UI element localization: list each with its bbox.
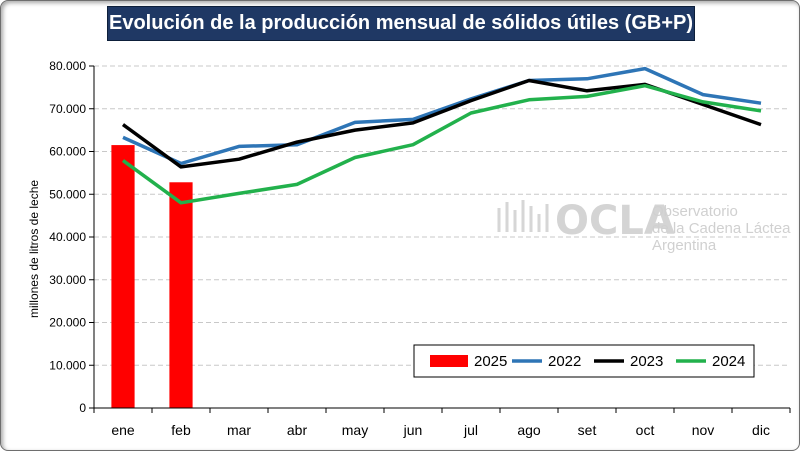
watermark-brand: OCLA — [555, 198, 675, 244]
legend-label-2025: 2025 — [474, 353, 507, 370]
bar-2025-ene — [111, 145, 135, 408]
x-tick-label: jul — [463, 422, 478, 438]
y-tick-label: 20.000 — [49, 316, 86, 330]
line-series-2024 — [121, 83, 762, 205]
watermark-line1: Observatorio — [652, 203, 738, 220]
legend-label-2024: 2024 — [712, 353, 745, 370]
legend-swatch-2025 — [430, 355, 468, 367]
x-tick-label: abr — [287, 422, 308, 438]
y-axis-label: millones de litros de leche — [27, 180, 41, 318]
x-tick-label: ene — [111, 422, 135, 438]
x-tick-label: set — [578, 422, 597, 438]
x-tick-label: mar — [227, 422, 251, 438]
x-tick-label: nov — [692, 422, 715, 438]
bar-2025-feb — [169, 182, 193, 408]
watermark-line3: Argentina — [652, 237, 717, 254]
y-tick-label: 50.000 — [49, 187, 86, 201]
line-series-group — [121, 66, 762, 205]
x-tick-label: may — [342, 422, 368, 438]
y-tick-label: 60.000 — [49, 145, 86, 159]
legend: 2025 2022 2023 2024 — [413, 344, 755, 378]
legend-box — [413, 344, 755, 378]
ocla-watermark: OCLA Observatorio de la Cadena Láctea Ar… — [497, 198, 791, 254]
legend-label-2023: 2023 — [630, 353, 663, 370]
chart-title: Evolución de la producción mensual de só… — [107, 6, 695, 41]
ocla-logo-icon — [497, 200, 549, 232]
line-series-2022 — [122, 66, 762, 166]
y-tick-label: 40.000 — [49, 230, 86, 244]
bar-series-group — [111, 145, 193, 408]
legend-label-2022: 2022 — [548, 353, 581, 370]
y-tick-label: 80.000 — [49, 59, 86, 73]
x-axis-ticks: ene feb mar abr may jun jul ago set oct nov dic — [93, 408, 791, 438]
x-tick-label: jun — [403, 422, 423, 438]
x-tick-label: feb — [171, 422, 191, 438]
x-tick-label: ago — [517, 422, 541, 438]
y-tick-label: 0 — [79, 401, 86, 415]
y-tick-label: 10.000 — [49, 358, 86, 372]
y-tick-label: 30.000 — [49, 273, 86, 287]
y-axis-ticks: 0 10.000 20.000 30.000 40.000 50.000 60.000 70.… — [49, 59, 94, 415]
x-tick-label: dic — [752, 422, 770, 438]
watermark-line2: de la Cadena Láctea — [652, 220, 791, 237]
x-tick-label: oct — [636, 422, 655, 438]
y-tick-label: 70.000 — [49, 102, 86, 116]
